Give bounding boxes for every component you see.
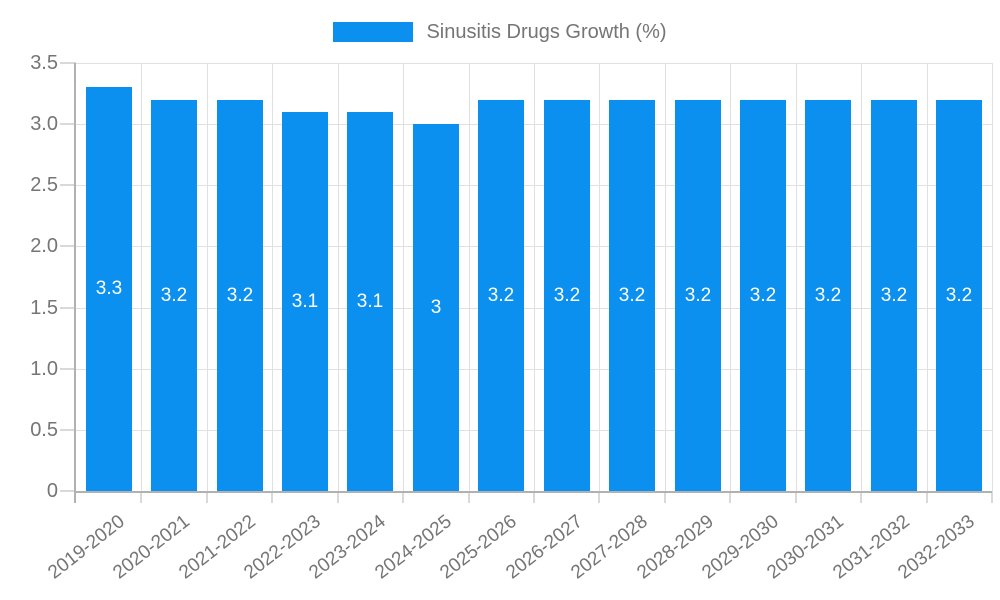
chart-legend[interactable]: Sinusitis Drugs Growth (%) — [0, 20, 1000, 43]
y-axis-tick — [60, 123, 76, 125]
x-axis-tick — [337, 491, 339, 503]
gridline-vertical — [992, 63, 993, 491]
x-axis-tick — [598, 491, 600, 503]
y-axis-tick-label: 1.0 — [30, 358, 58, 380]
y-axis-tick-label: 2.0 — [30, 235, 58, 257]
gridline-vertical — [730, 63, 731, 491]
y-axis-tick-label: 3.5 — [30, 52, 58, 74]
bar[interactable] — [151, 100, 197, 491]
y-axis-line — [74, 63, 76, 503]
y-axis-tick-label: 1.5 — [30, 297, 58, 319]
bar-value-label: 3 — [430, 297, 442, 318]
y-axis-tick — [60, 62, 76, 64]
y-axis-tick — [60, 490, 76, 492]
gridline-vertical — [599, 63, 600, 491]
y-axis-tick — [60, 368, 76, 370]
gridline-vertical — [927, 63, 928, 491]
gridline-vertical — [665, 63, 666, 491]
y-axis-tick — [60, 307, 76, 309]
gridline-vertical — [272, 63, 273, 491]
x-axis-tick — [206, 491, 208, 503]
gridline-vertical — [534, 63, 535, 491]
gridline-vertical — [141, 63, 142, 491]
bar[interactable] — [936, 100, 982, 491]
x-axis-tick — [533, 491, 535, 503]
gridline-vertical — [861, 63, 862, 491]
y-axis-tick — [60, 429, 76, 431]
x-axis-tick — [402, 491, 404, 503]
x-axis-tick — [795, 491, 797, 503]
bar[interactable] — [413, 124, 459, 491]
bar-value-label: 3.1 — [291, 291, 319, 312]
y-axis-tick-label: 3.0 — [30, 113, 58, 135]
x-axis-tick — [664, 491, 666, 503]
bar-value-label: 3.2 — [618, 285, 646, 306]
bar-value-label: 3.2 — [749, 285, 777, 306]
bar[interactable] — [347, 112, 393, 491]
x-axis-tick — [729, 491, 731, 503]
y-axis-tick-label: 2.5 — [30, 174, 58, 196]
bar[interactable] — [544, 100, 590, 491]
bar[interactable] — [282, 112, 328, 491]
x-axis-tick — [271, 491, 273, 503]
bar[interactable] — [217, 100, 263, 491]
gridline-vertical — [469, 63, 470, 491]
bar-value-label: 3.2 — [226, 285, 254, 306]
gridline-vertical — [207, 63, 208, 491]
y-axis-tick-label: 0 — [46, 480, 58, 502]
legend-label: Sinusitis Drugs Growth (%) — [426, 20, 667, 43]
x-axis-line — [74, 491, 992, 493]
bar-value-label: 3.3 — [95, 278, 123, 299]
x-axis-tick — [991, 491, 993, 503]
bar[interactable] — [740, 100, 786, 491]
bar[interactable] — [871, 100, 917, 491]
x-axis-tick — [926, 491, 928, 503]
bar-value-label: 3.2 — [487, 285, 515, 306]
bar[interactable] — [805, 100, 851, 491]
bar-value-label: 3.2 — [945, 285, 973, 306]
bar[interactable] — [478, 100, 524, 491]
bar-value-label: 3.1 — [356, 291, 384, 312]
bar-value-label: 3.2 — [553, 285, 581, 306]
x-axis-tick — [140, 491, 142, 503]
y-axis-tick — [60, 184, 76, 186]
x-axis-tick — [468, 491, 470, 503]
y-axis-tick-label: 0.5 — [30, 419, 58, 441]
bar[interactable] — [675, 100, 721, 491]
x-axis-tick — [860, 491, 862, 503]
y-axis-tick — [60, 245, 76, 247]
gridline-vertical — [338, 63, 339, 491]
bar-value-label: 3.2 — [814, 285, 842, 306]
bar-value-label: 3.2 — [160, 285, 188, 306]
bar[interactable] — [86, 87, 132, 491]
bar-value-label: 3.2 — [880, 285, 908, 306]
gridline-vertical — [796, 63, 797, 491]
legend-swatch — [333, 22, 414, 42]
bar[interactable] — [609, 100, 655, 491]
bar-value-label: 3.2 — [684, 285, 712, 306]
gridline-vertical — [403, 63, 404, 491]
